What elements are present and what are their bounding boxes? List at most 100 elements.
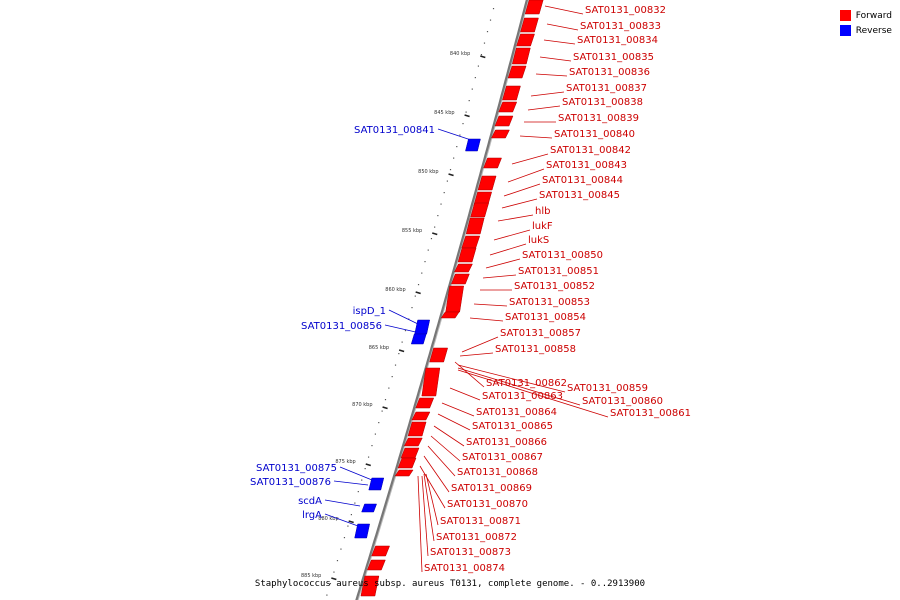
reverse-gene: [414, 319, 431, 335]
tick-label: 860 kbp: [385, 287, 405, 293]
forward-connector: [454, 361, 485, 388]
reverse-gene: [368, 477, 385, 491]
major-tick: [448, 173, 454, 177]
forward-gene-label: SAT0131_00863: [482, 391, 563, 402]
minor-tick: [443, 192, 445, 194]
major-tick: [365, 463, 371, 467]
minor-tick: [434, 226, 436, 228]
major-tick: [432, 232, 438, 236]
forward-connector: [543, 39, 576, 45]
tick-label: 850 kbp: [418, 169, 438, 175]
legend-forward-label: Forward: [855, 10, 892, 21]
forward-connector: [469, 317, 504, 322]
gene-labels: SAT0131_00832 SAT0131_00833 SAT0131_00834 S…: [250, 5, 691, 574]
kbp-ruler: 840 kbp 845 kbp 850 kbp 855 kbp 860 kbp 865 k…: [301, 8, 495, 596]
major-tick: [415, 291, 421, 295]
minor-tick: [361, 479, 363, 481]
minor-tick: [483, 42, 486, 44]
forward-gene: [494, 115, 514, 127]
minor-tick: [411, 307, 413, 309]
reverse-swatch: [839, 25, 851, 36]
forward-connector: [473, 303, 508, 307]
forward-gene-label: SAT0131_00858: [495, 344, 576, 355]
reverse-connector: [384, 324, 421, 334]
forward-gene-label: SAT0131_00860: [582, 396, 663, 407]
forward-connector: [423, 455, 450, 493]
forward-connector: [421, 475, 429, 557]
minor-tick: [350, 514, 352, 516]
label-connectors: [324, 5, 609, 573]
forward-gene: [483, 157, 502, 169]
forward-connector: [430, 435, 461, 462]
tick-label: 855 kbp: [402, 228, 422, 234]
forward-gene-label: SAT0131_00861: [610, 408, 691, 419]
forward-connector: [425, 473, 439, 526]
minor-tick: [424, 261, 426, 263]
minor-tick: [468, 100, 470, 102]
forward-gene: [470, 202, 489, 218]
major-tick: [480, 55, 486, 59]
tick-label: 870 kbp: [352, 402, 372, 408]
forward-connector: [417, 475, 423, 573]
forward-gene-label: SAT0131_00873: [430, 547, 511, 558]
forward-connector: [441, 402, 475, 417]
reverse-gene: [410, 333, 427, 345]
backbone-line: [355, 0, 529, 600]
forward-gene-label: SAT0131_00871: [440, 516, 521, 527]
minor-tick: [440, 203, 442, 205]
forward-gene: [445, 285, 464, 313]
major-tick: [464, 114, 470, 118]
reverse-gene: [354, 523, 370, 539]
forward-gene: [397, 457, 417, 469]
minor-tick: [378, 422, 380, 424]
forward-gene-label: SAT0131_00874: [424, 563, 505, 574]
forward-gene: [411, 411, 431, 421]
forward-gene: [454, 263, 473, 273]
reverse-connector: [333, 480, 369, 486]
forward-connector: [493, 229, 531, 241]
forward-connector: [459, 352, 494, 357]
genome-caption: Staphylococcus aureus subsp. aureus T013…: [254, 579, 646, 589]
forward-gene-label: SAT0131_00842: [550, 145, 631, 156]
forward-connector: [539, 56, 572, 62]
forward-gene-label: SAT0131_00870: [447, 499, 528, 510]
forward-swatch: [839, 10, 851, 21]
forward-gene: [511, 47, 531, 65]
forward-gene: [507, 65, 527, 79]
forward-connector: [544, 5, 584, 15]
minor-tick: [480, 54, 483, 56]
forward-gene-label: SAT0131_00853: [509, 297, 590, 308]
minor-tick: [456, 146, 458, 148]
minor-tick: [446, 180, 448, 182]
major-tick: [398, 349, 405, 353]
forward-connector: [507, 168, 545, 183]
tick-label: 840 kbp: [450, 51, 470, 57]
minor-tick: [384, 399, 387, 401]
minor-tick: [486, 31, 489, 33]
forward-gene: [450, 273, 470, 285]
forward-connector: [546, 23, 579, 31]
minor-tick: [459, 134, 461, 136]
forward-gene-label: SAT0131_00857: [500, 328, 581, 339]
minor-tick: [430, 238, 433, 240]
forward-gene-label: SAT0131_00838: [562, 97, 643, 108]
forward-gene: [440, 311, 460, 319]
reverse-connector: [388, 309, 419, 325]
forward-connector: [427, 445, 456, 477]
forward-gene-label: SAT0131_00836: [569, 67, 650, 78]
minor-tick: [394, 364, 397, 366]
minor-tick: [465, 111, 467, 113]
reverse-gene-label: scdA: [298, 496, 322, 507]
forward-connector: [461, 336, 499, 353]
minor-tick: [374, 433, 376, 435]
minor-tick: [404, 330, 407, 332]
forward-gene-label: SAT0131_00843: [546, 160, 627, 171]
forward-gene: [403, 437, 423, 447]
minor-tick: [329, 583, 332, 585]
forward-connector: [482, 274, 517, 279]
minor-tick: [421, 272, 423, 274]
minor-tick: [357, 491, 359, 493]
forward-connector: [419, 465, 446, 509]
reverse-connector: [339, 466, 373, 481]
tick-label: 865 kbp: [369, 345, 389, 351]
